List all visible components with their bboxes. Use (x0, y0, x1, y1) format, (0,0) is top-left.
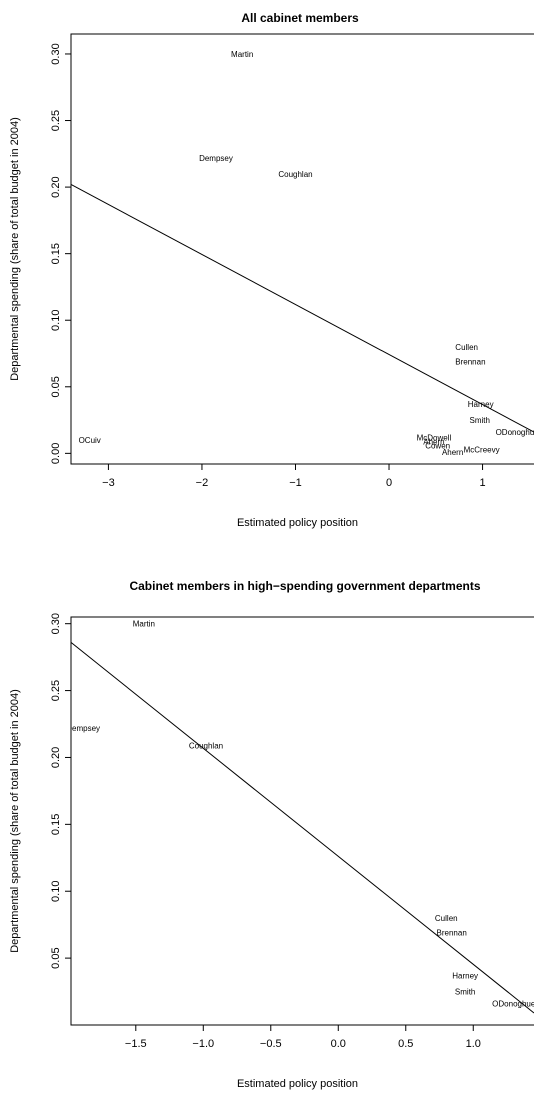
point-label: McDowell (417, 433, 452, 442)
x-tick-label: 0.5 (398, 1038, 413, 1050)
point-label: ODonoghue (492, 1000, 534, 1009)
point-label: Cullen (435, 914, 458, 923)
y-tick-label: 0.00 (50, 443, 62, 464)
x-tick-label: −2 (196, 477, 209, 489)
point-label: Coughlan (189, 741, 223, 750)
point-label: Smith (470, 416, 490, 425)
point-label: Martin (231, 50, 253, 59)
point-label: Brennan (437, 929, 467, 938)
point-label: McCreevy (464, 445, 500, 454)
regression-line (71, 642, 534, 1014)
y-tick-label: 0.05 (50, 376, 62, 397)
plot-frame (70, 616, 534, 1026)
y-tick-label: 0.10 (50, 310, 62, 331)
point-label: Dempsey (66, 724, 100, 733)
chart-title: All cabinet members (241, 11, 359, 25)
point-label: Martin (133, 620, 155, 629)
chart-panel-all-cabinet-members: All cabinet members −3 −2 −1 0 1 0.00 0.05 0.10 0… (9, 11, 534, 529)
point-label: Ahern (423, 437, 444, 446)
x-tick-label: −3 (102, 477, 115, 489)
point-label: Cowen (425, 441, 450, 450)
x-tick-label: 1.0 (466, 1038, 481, 1050)
point-label: ODonoghue (496, 428, 534, 437)
point-label: Brennan (455, 357, 485, 366)
x-axis-label: Estimated policy position (237, 517, 358, 529)
y-tick-label: 0.30 (50, 43, 62, 64)
x-tick-label: −0.5 (260, 1038, 282, 1050)
point-label: Dempsey (199, 154, 233, 163)
x-tick-label: 1 (479, 477, 485, 489)
y-tick-label: 0.10 (50, 881, 62, 902)
chart-panel-high-spending-departments: Cabinet members in high−spending governm… (9, 579, 534, 1090)
y-tick-label: 0.05 (50, 947, 62, 968)
plot-area: Martin Dempsey Coughlan Cullen Brennan Harney… (66, 620, 534, 1014)
y-tick-label: 0.20 (50, 176, 62, 197)
y-axis-label: Departmental spending (share of total bu… (9, 689, 21, 953)
y-tick-label: 0.15 (50, 243, 62, 264)
plot-frame (70, 33, 534, 465)
point-label: Ahern (442, 448, 463, 457)
point-label: OCuiv (79, 436, 101, 445)
y-tick-label: 0.30 (50, 613, 62, 634)
y-tick-label: 0.25 (50, 110, 62, 131)
x-axis-label: Estimated policy position (237, 1078, 358, 1090)
x-tick-label: 0.0 (331, 1038, 346, 1050)
x-tick-label: −1.5 (125, 1038, 147, 1050)
y-tick-label: 0.15 (50, 814, 62, 835)
point-label: Harney (468, 400, 494, 409)
x-tick-label: −1.0 (192, 1038, 214, 1050)
plot-area: Martin Dempsey Coughlan Cullen Brennan Harney… (71, 50, 534, 457)
y-tick-label: 0.25 (50, 680, 62, 701)
point-label: Harney (452, 972, 478, 981)
regression-line (71, 183, 534, 433)
y-tick-label: 0.20 (50, 747, 62, 768)
point-label: Smith (455, 988, 475, 997)
chart-title: Cabinet members in high−spending governm… (129, 579, 480, 593)
point-label: Coughlan (278, 170, 312, 179)
x-tick-label: 0 (386, 477, 392, 489)
point-label: Cullen (455, 343, 478, 352)
y-axis-label: Departmental spending (share of total bu… (9, 117, 21, 381)
x-tick-label: −1 (289, 477, 302, 489)
